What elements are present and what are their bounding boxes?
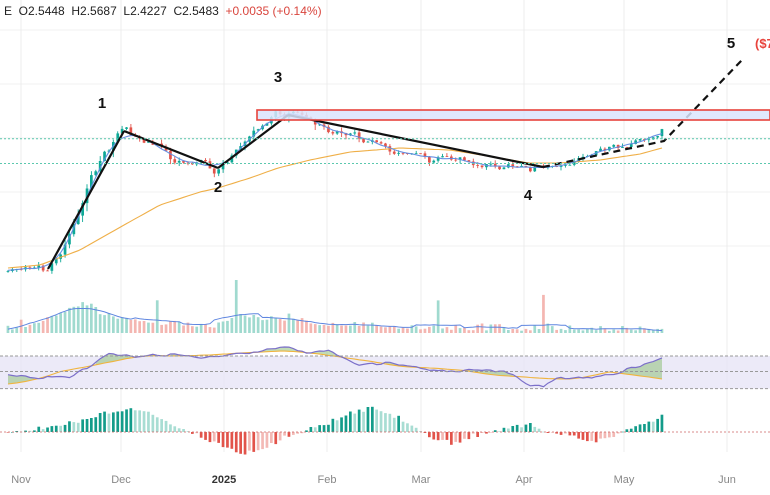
svg-text:5: 5 — [727, 35, 735, 52]
svg-text:Dec: Dec — [111, 474, 131, 486]
svg-text:Nov: Nov — [11, 474, 31, 486]
svg-text:2025: 2025 — [212, 474, 236, 486]
svg-text:4: 4 — [524, 187, 533, 204]
svg-text:2: 2 — [214, 179, 222, 196]
svg-text:May: May — [614, 474, 635, 486]
svg-text:Jun: Jun — [718, 474, 736, 486]
svg-text:3: 3 — [274, 69, 282, 86]
svg-text:Feb: Feb — [318, 474, 337, 486]
svg-text:Apr: Apr — [515, 474, 532, 486]
svg-text:Mar: Mar — [412, 474, 431, 486]
svg-text:1: 1 — [98, 95, 106, 112]
